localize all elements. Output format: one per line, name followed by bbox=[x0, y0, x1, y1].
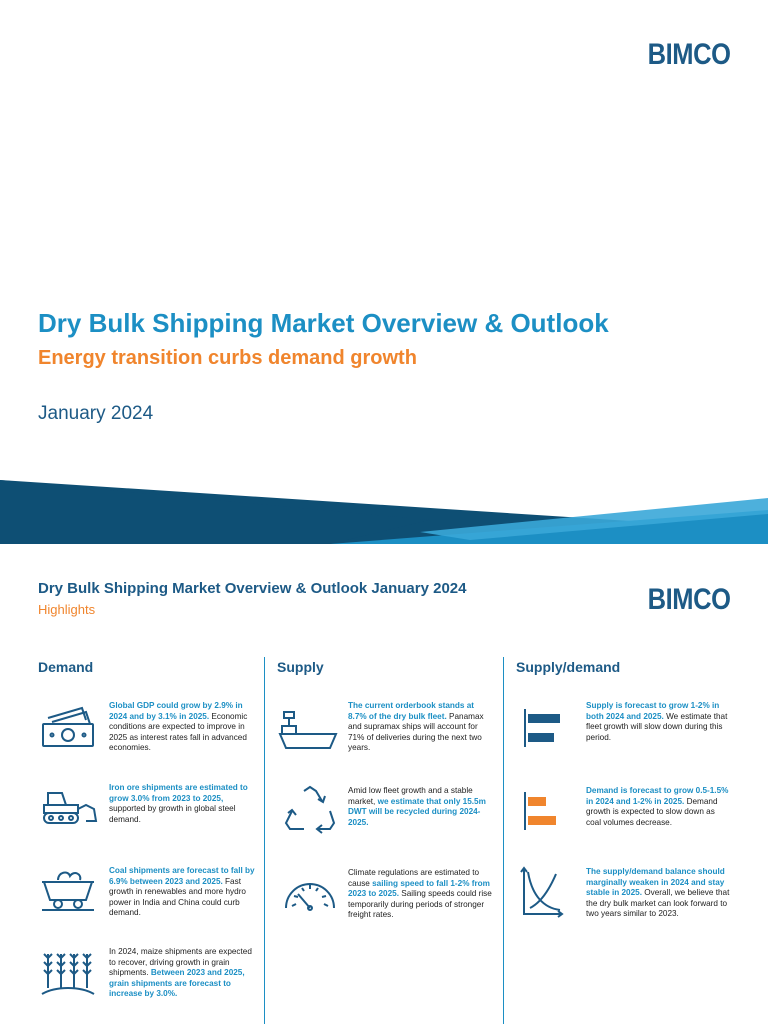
supply-demand-text-demand: Demand is forecast to grow 0.5-1.5% in 2… bbox=[586, 786, 729, 827]
supply-demand-text-supply: Supply is forecast to grow 1-2% in both … bbox=[586, 701, 728, 742]
coal-cart-icon bbox=[42, 871, 94, 911]
report-title: Dry Bulk Shipping Market Overview & Outl… bbox=[38, 308, 609, 338]
speedometer-icon bbox=[285, 883, 335, 911]
supply-heading: Supply bbox=[277, 659, 324, 675]
supply-bars-icon bbox=[524, 709, 560, 747]
column-divider-1 bbox=[264, 657, 265, 1024]
demand-text-coal: Coal shipments are forecast to fall by 6… bbox=[109, 866, 255, 918]
money-icon bbox=[42, 706, 94, 747]
bimco-logo: BIMCO bbox=[647, 38, 730, 71]
bulldozer-icon bbox=[43, 792, 98, 824]
highlights-title: Dry Bulk Shipping Market Overview & Outl… bbox=[38, 580, 467, 597]
demand-text-gdp: Global GDP could grow by 2.9% in 2024 an… bbox=[109, 701, 248, 753]
supply-text-orderbook: The current orderbook stands at 8.7% of … bbox=[348, 701, 484, 753]
report-subtitle: Energy transition curbs demand growth bbox=[38, 347, 417, 369]
demand-text-grain: In 2024, maize shipments are expected to… bbox=[109, 947, 252, 999]
decorative-wave-band bbox=[0, 480, 768, 544]
supply-text-recycling: Amid low fleet growth and a stable marke… bbox=[348, 786, 486, 827]
report-date: January 2024 bbox=[38, 403, 154, 424]
supply-demand-text-balance: The supply/demand balance should margina… bbox=[586, 867, 730, 919]
demand-bars-icon bbox=[524, 792, 556, 830]
demand-heading: Demand bbox=[38, 659, 94, 675]
recycle-icon bbox=[284, 785, 336, 834]
supply-text-speed: Climate regulations are estimated to cau… bbox=[348, 868, 492, 920]
supply-demand-curve-icon bbox=[520, 866, 564, 918]
grain-icon bbox=[41, 953, 95, 995]
bimco-logo-small: BIMCO bbox=[647, 583, 730, 616]
supply-demand-heading: Supply/demand bbox=[516, 659, 621, 675]
highlights-subtitle: Highlights bbox=[38, 602, 96, 617]
column-divider-2 bbox=[503, 657, 504, 1024]
demand-text-iron-ore: Iron ore shipments are estimated to grow… bbox=[109, 783, 248, 824]
ship-icon bbox=[278, 711, 338, 749]
